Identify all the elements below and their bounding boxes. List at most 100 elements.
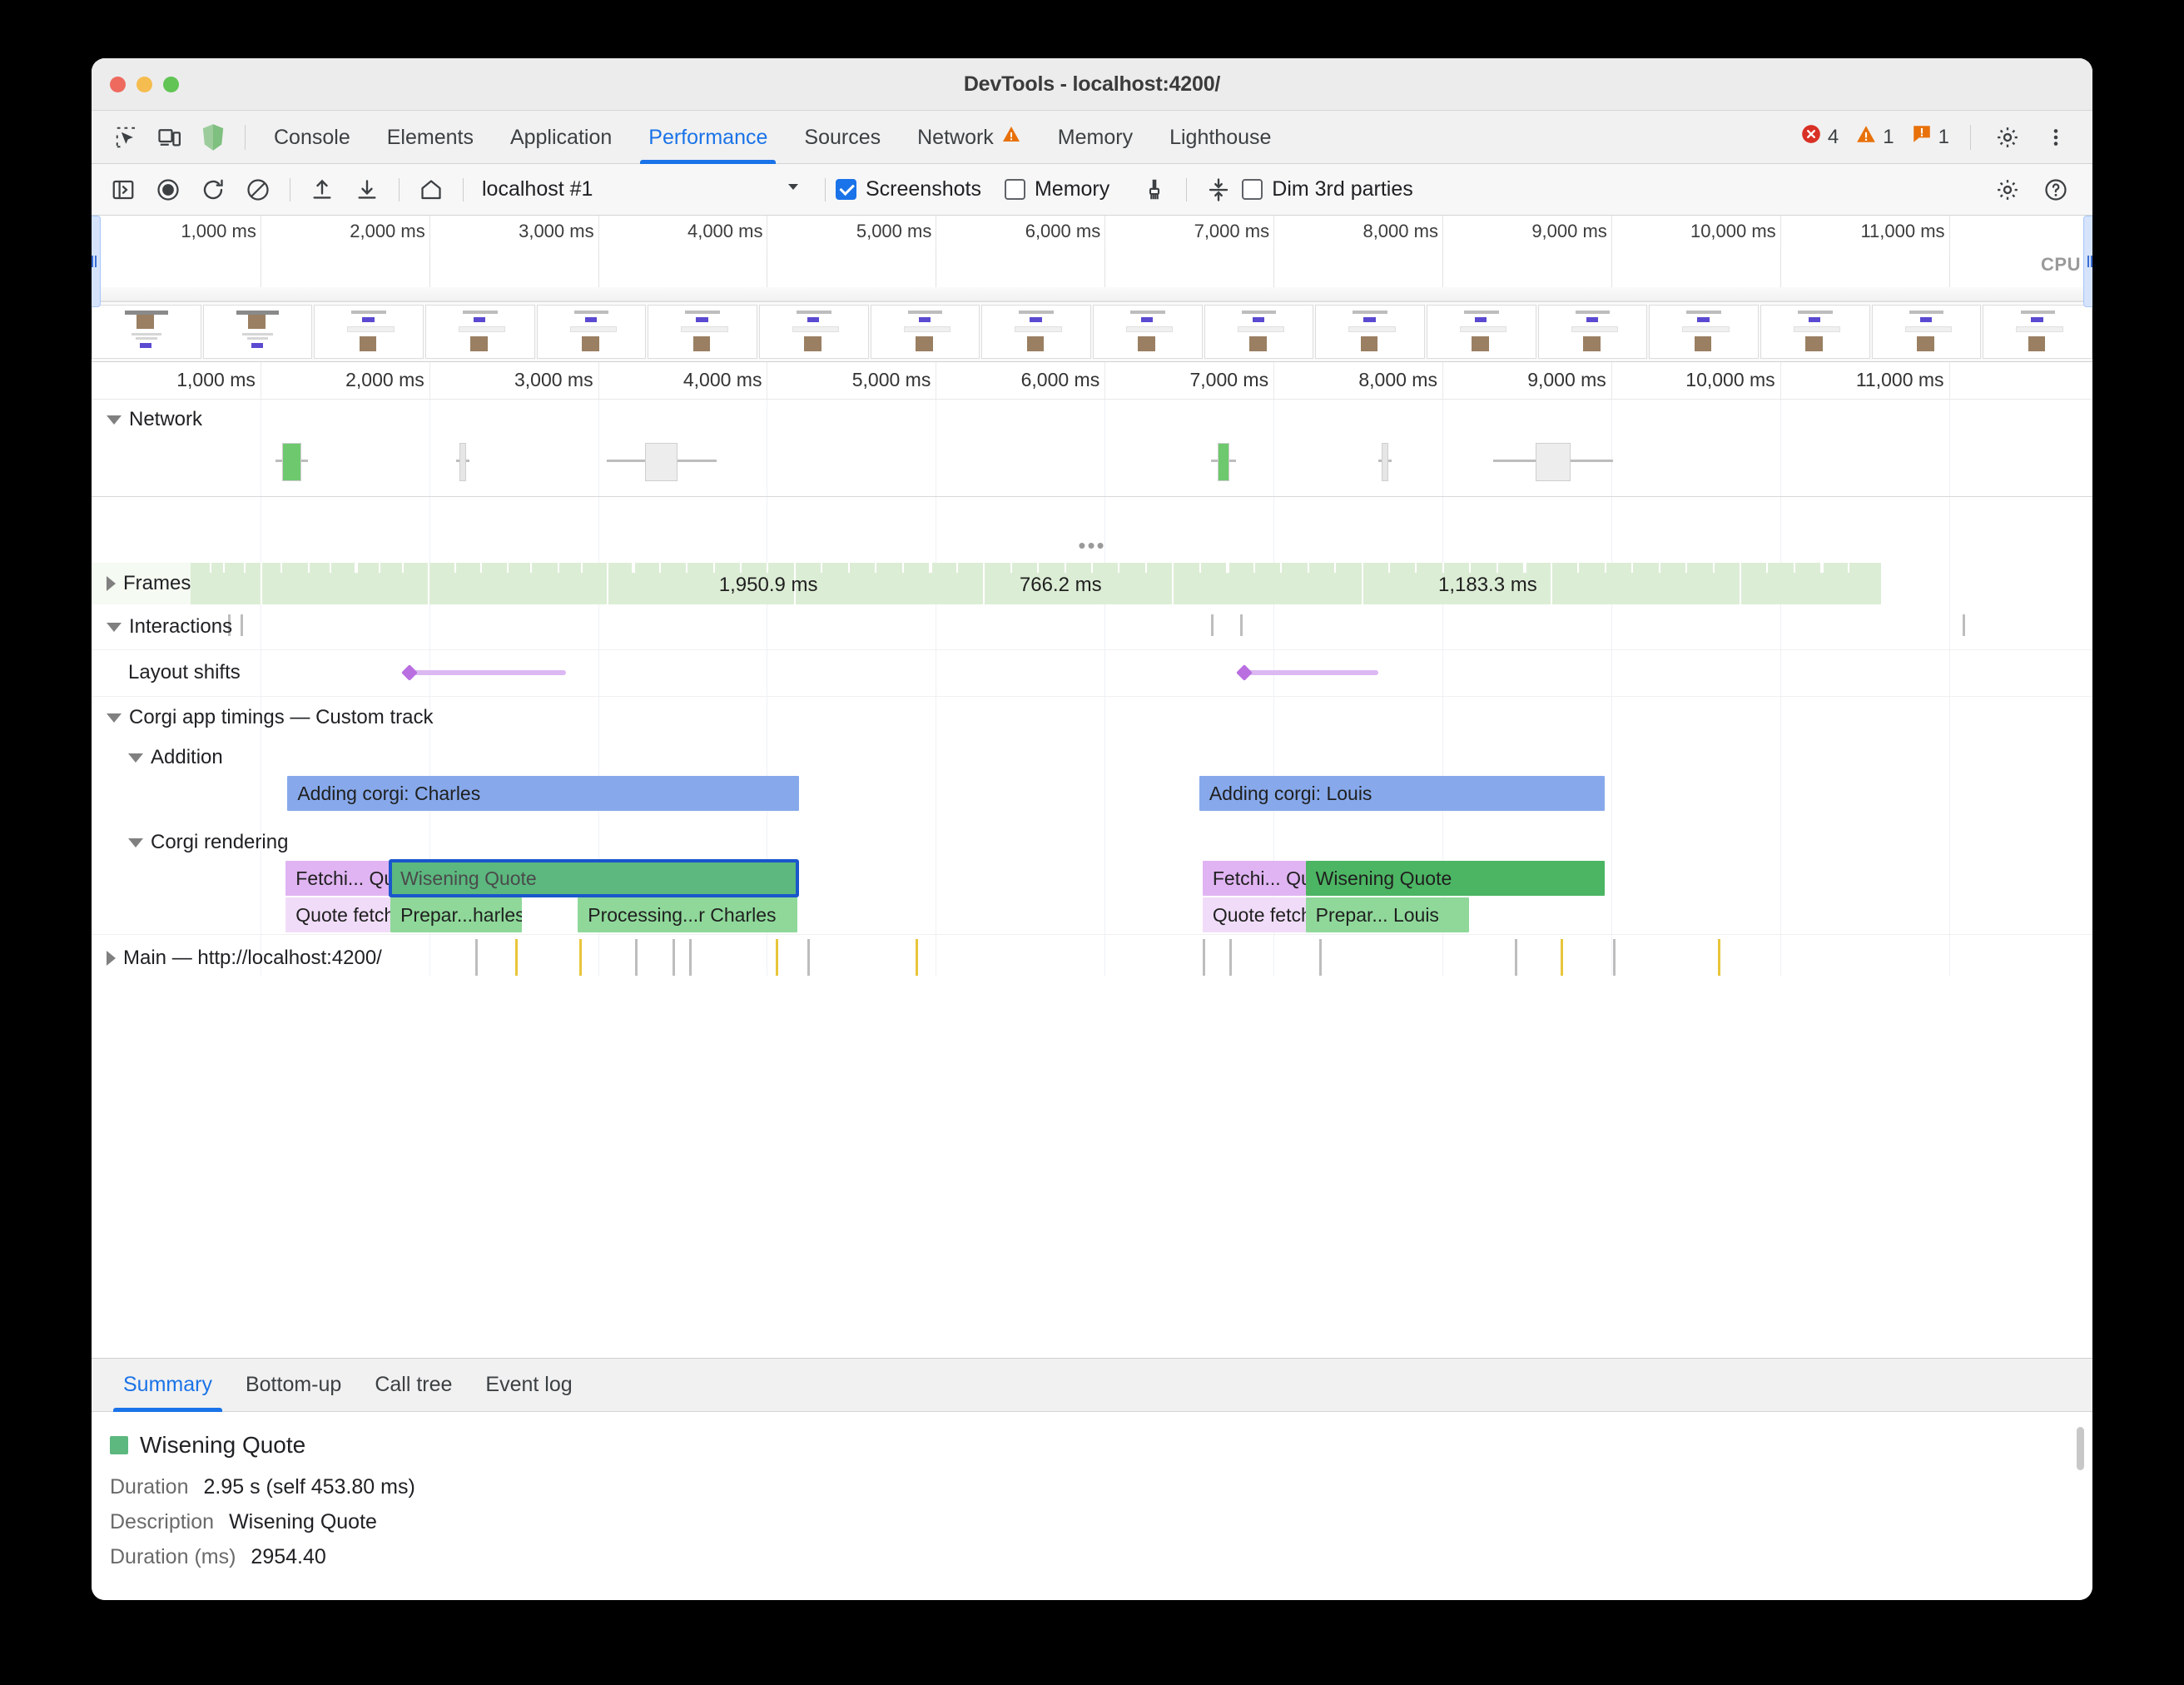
- flame-bar-render[interactable]: Prepar... Louis: [1305, 897, 1470, 932]
- group-corgi-rendering-header[interactable]: Corgi rendering: [92, 824, 288, 861]
- filmstrip-frame[interactable]: [1537, 305, 1648, 359]
- timeline-overview[interactable]: 1,000 ms 2,000 ms 3,000 ms 4,000 ms 5,000 ms…: [92, 216, 2092, 362]
- profile-selector[interactable]: localhost #1: [474, 176, 815, 202]
- filmstrip-frame[interactable]: [425, 305, 535, 359]
- main-thread-activity-mark[interactable]: [1202, 939, 1205, 976]
- expand-collapse-tracks-icon[interactable]: [1197, 168, 1240, 211]
- flame-bar-render[interactable]: Wisening Quote: [389, 859, 799, 897]
- filmstrip-frame[interactable]: [1760, 305, 1870, 359]
- checkbox-box[interactable]: [1004, 179, 1025, 200]
- memory-checkbox[interactable]: Memory: [1004, 177, 1109, 201]
- minimize-window-button[interactable]: [136, 76, 152, 92]
- tab-lighthouse[interactable]: Lighthouse: [1151, 111, 1289, 164]
- panel-resize-handle[interactable]: •••: [1078, 533, 1106, 558]
- toggle-sidebar-icon[interactable]: [102, 168, 145, 211]
- track-layout-shifts-header[interactable]: Layout shifts: [92, 649, 241, 696]
- tab-summary[interactable]: Summary: [107, 1359, 229, 1412]
- main-thread-activity-mark[interactable]: [672, 939, 675, 976]
- tab-network[interactable]: Network: [899, 111, 1040, 164]
- overview-window-left-handle[interactable]: [92, 216, 101, 307]
- tab-application[interactable]: Application: [492, 111, 630, 164]
- track-main-header[interactable]: Main — http://localhost:4200/: [92, 936, 382, 976]
- interaction-mark[interactable]: [240, 614, 243, 636]
- group-corgi-rendering[interactable]: Corgi rendering: [92, 824, 2092, 861]
- checkbox-box[interactable]: [836, 179, 856, 200]
- main-thread-activity-mark[interactable]: [807, 939, 811, 976]
- angular-devtools-icon[interactable]: [191, 116, 235, 159]
- capture-settings-icon[interactable]: [1986, 168, 2029, 211]
- tab-event-log[interactable]: Event log: [469, 1359, 588, 1412]
- track-custom-header[interactable]: Corgi app timings — Custom track: [92, 696, 433, 739]
- main-thread-activity-mark[interactable]: [689, 939, 692, 976]
- main-thread-activity-mark[interactable]: [515, 939, 519, 976]
- main-thread-activity-mark[interactable]: [1229, 939, 1233, 976]
- reload-and-record-icon[interactable]: [191, 168, 235, 211]
- record-icon[interactable]: [146, 168, 190, 211]
- filmstrip-frame[interactable]: [202, 305, 313, 359]
- tab-sources[interactable]: Sources: [786, 111, 899, 164]
- addition-bars-row[interactable]: Adding corgi: Charles Adding corgi: Louis: [92, 776, 2092, 818]
- group-addition-header[interactable]: Addition: [92, 739, 223, 776]
- chevron-right-icon[interactable]: [107, 951, 116, 966]
- filmstrip-frame[interactable]: [1983, 305, 2092, 359]
- chevron-down-icon[interactable]: [107, 713, 122, 723]
- main-thread-activity-mark[interactable]: [916, 939, 918, 976]
- track-frames[interactable]: Frames 1,950.9 ms 766.2 ms 1,183.3 ms: [92, 563, 2092, 604]
- close-window-button[interactable]: [110, 76, 126, 92]
- flame-bar-render[interactable]: Fetchi... Quote: [285, 861, 391, 896]
- filmstrip-frame[interactable]: [981, 305, 1092, 359]
- inspect-element-icon[interactable]: [105, 116, 148, 159]
- flame-bar-render[interactable]: Processing...r Charles: [578, 897, 797, 932]
- flamechart-area[interactable]: Network ••• Frames 1,950.9 ms 766.2 ms 1,1…: [92, 400, 2092, 976]
- track-interactions-header[interactable]: Interactions: [92, 604, 232, 649]
- filmstrip-frame[interactable]: [536, 305, 647, 359]
- chevron-right-icon[interactable]: [107, 576, 116, 591]
- flame-bar-render[interactable]: Quote fetch: [285, 897, 391, 932]
- device-toolbar-icon[interactable]: [148, 116, 191, 159]
- summary-scrollbar[interactable]: [2077, 1427, 2084, 1470]
- main-thread-activity-mark[interactable]: [1717, 939, 1720, 976]
- main-thread-activity-mark[interactable]: [1318, 939, 1322, 976]
- chevron-down-icon[interactable]: [107, 415, 122, 425]
- help-icon[interactable]: [2034, 168, 2077, 211]
- flame-bar-render[interactable]: Quote fetch: [1202, 897, 1306, 932]
- flame-bar-addition[interactable]: Adding corgi: Charles: [287, 776, 800, 811]
- checkbox-box[interactable]: [1242, 179, 1263, 200]
- dim-3rd-parties-checkbox[interactable]: Dim 3rd parties: [1242, 177, 1413, 201]
- maximize-window-button[interactable]: [163, 76, 179, 92]
- layout-shift-cluster[interactable]: [407, 670, 567, 675]
- flame-bar-addition[interactable]: Adding corgi: Louis: [1199, 776, 1605, 811]
- interaction-mark[interactable]: [1211, 614, 1214, 636]
- track-interactions[interactable]: Interactions: [92, 604, 2092, 650]
- track-network[interactable]: Network: [92, 400, 2092, 497]
- tab-bottom-up[interactable]: Bottom-up: [229, 1359, 358, 1412]
- gear-icon[interactable]: [1986, 116, 2029, 159]
- layout-shift-marker[interactable]: [1235, 664, 1253, 681]
- export-profile-icon[interactable]: [345, 168, 389, 211]
- filmstrip-frame[interactable]: [314, 305, 424, 359]
- main-thread-activity-mark[interactable]: [474, 939, 478, 976]
- import-profile-icon[interactable]: [300, 168, 344, 211]
- interaction-mark[interactable]: [228, 614, 231, 636]
- tab-performance[interactable]: Performance: [630, 111, 786, 164]
- track-custom-corgi[interactable]: Corgi app timings — Custom track: [92, 696, 2092, 739]
- flame-bar-render[interactable]: Fetchi... Quote: [1202, 861, 1306, 896]
- main-thread-activity-mark[interactable]: [1560, 939, 1563, 976]
- issue-count-badge[interactable]: 1: [1905, 123, 1955, 151]
- track-frames-header[interactable]: Frames: [92, 563, 191, 604]
- flame-bar-render[interactable]: Prepar...harles: [390, 897, 523, 932]
- collect-garbage-icon[interactable]: [1133, 168, 1176, 211]
- filmstrip-frame[interactable]: [1315, 305, 1426, 359]
- main-thread-activity-mark[interactable]: [1515, 939, 1518, 976]
- layout-shift-marker[interactable]: [401, 664, 419, 681]
- overview-filmstrip[interactable]: [92, 301, 2092, 361]
- error-count-badge[interactable]: 4: [1794, 123, 1844, 151]
- tab-console[interactable]: Console: [256, 111, 369, 164]
- chevron-down-icon[interactable]: [128, 838, 143, 847]
- tab-elements[interactable]: Elements: [369, 111, 492, 164]
- chevron-down-icon[interactable]: [107, 622, 122, 632]
- filmstrip-frame[interactable]: [870, 305, 980, 359]
- home-icon[interactable]: [410, 168, 453, 211]
- tab-memory[interactable]: Memory: [1040, 111, 1151, 164]
